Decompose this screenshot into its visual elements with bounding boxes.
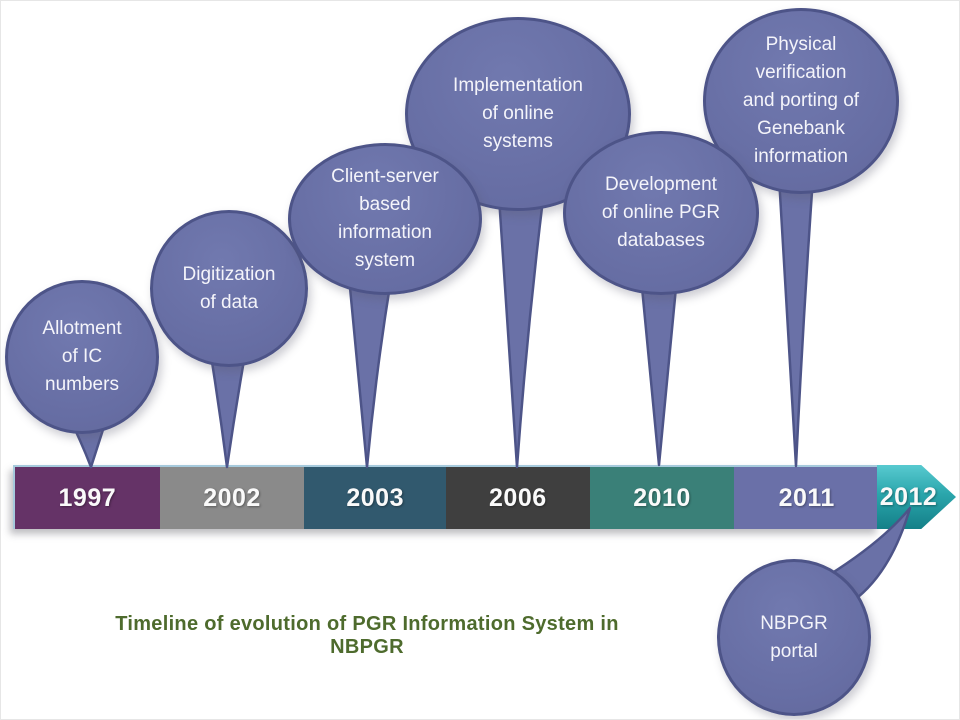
balloon-label: Digitization of data [182,263,276,313]
timeline-segment-2010: 2010 [589,467,735,529]
year-label-2003: 2003 [346,483,404,512]
timeline-segment-1997: 1997 [15,467,160,529]
balloon-bubble: Implementation of online systems [405,17,631,211]
balloon-label: Client-server based information system [331,166,439,271]
year-label-2002: 2002 [203,483,261,512]
year-label-2010: 2010 [633,483,691,512]
balloon-bubble: Physical verification and porting of Gen… [703,8,899,194]
balloon-label: Physical verification and porting of Gen… [742,34,860,167]
balloon-label: Development of online PGR databases [601,174,721,251]
balloon-bubble: Allotment of IC numbers [5,280,159,434]
timeline-bar: 1997 2002 2003 2006 2010 2011 [13,465,880,529]
timeline-segment-2006: 2006 [446,467,590,529]
slide-caption: Timeline of evolution of PGR Information… [115,613,619,658]
timeline-arrow-segment-2012: 2012 [877,465,956,529]
year-label-2006: 2006 [489,483,547,512]
timeline-segment-2003: 2003 [304,467,447,529]
balloon-label: NBPGR portal [760,612,828,662]
balloon-bubble: Client-server based information system [288,143,482,295]
balloon-bubble: Digitization of data [150,210,308,367]
year-label-1997: 1997 [58,483,117,512]
year-label-2012: 2012 [879,482,938,511]
timeline-segment-2002: 2002 [159,467,305,529]
balloon-bubble: Development of online PGR databases [563,131,759,295]
balloon-bubble: NBPGR portal [717,559,871,716]
timeline-segment-2011: 2011 [734,467,880,529]
year-label-2011: 2011 [778,483,835,512]
balloon-label: Implementation of online systems [453,75,583,152]
balloon-label: Allotment of IC numbers [42,318,122,395]
